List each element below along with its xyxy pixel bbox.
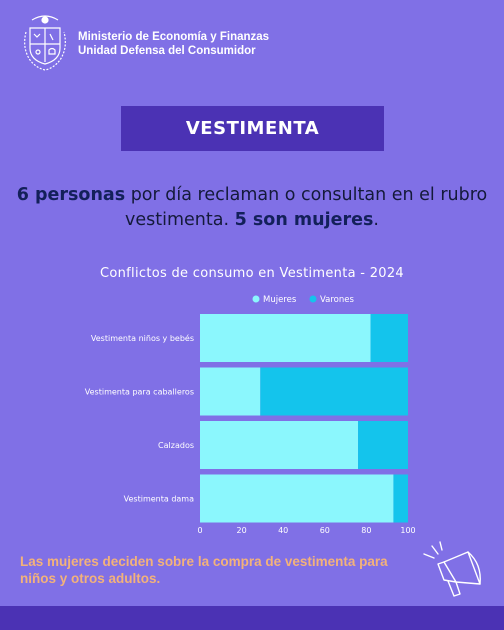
- bar-varones-3: [393, 474, 408, 523]
- footer-message: Las mujeres deciden sobre la compra de v…: [20, 554, 388, 586]
- bar-mujeres-2: [200, 421, 359, 469]
- bar-mujeres-3: [200, 474, 394, 523]
- headline-women: 5 son mujeres: [234, 210, 374, 230]
- coat-of-arms-icon: [24, 15, 66, 71]
- bar-mujeres-1: [200, 367, 261, 416]
- org-line-ministry: Ministerio de Economía y Finanzas: [78, 31, 270, 43]
- x-tick-label: 100: [400, 526, 415, 535]
- chart-title: Conflictos de consumo en Vestimenta - 20…: [100, 266, 404, 281]
- header: Ministerio de Economía y Finanzas Unidad…: [20, 12, 269, 76]
- category-label: Calzados: [158, 441, 194, 450]
- category-label: Vestimenta niños y bebés: [91, 333, 194, 343]
- bar-mujeres-0: [200, 314, 371, 362]
- x-tick-label: 40: [278, 526, 288, 535]
- x-tick-label: 80: [361, 526, 371, 535]
- bar-varones-1: [260, 367, 408, 416]
- legend-marker-varones: [309, 295, 317, 303]
- org-line-unit: Unidad Defensa del Consumidor: [78, 45, 256, 57]
- legend-label-mujeres: Mujeres: [263, 295, 297, 305]
- headline-period: .: [373, 210, 379, 230]
- x-tick-label: 0: [197, 526, 202, 535]
- category-label: Vestimenta para caballeros: [85, 388, 194, 397]
- organization-name: Ministerio de Economía y Finanzas Unidad…: [78, 30, 269, 58]
- bar-varones-0: [370, 314, 408, 362]
- legend-label-varones: Varones: [320, 295, 354, 305]
- megaphone-icon: [423, 541, 481, 597]
- headline-count: 6 personas: [16, 185, 126, 205]
- legend-marker-mujeres: [252, 295, 260, 303]
- bottom-bar: [0, 606, 504, 630]
- x-tick-label: 20: [237, 526, 247, 535]
- headline-text: por día reclaman o consultan en el rubro…: [125, 185, 488, 230]
- stacked-bar-chart: Mujeres Varones Vestimenta niños y bebés Ve…: [85, 295, 416, 535]
- section-title: VESTIMENTA: [121, 106, 384, 151]
- headline: 6 personas por día reclaman o consultan …: [0, 183, 504, 233]
- x-tick-label: 60: [320, 526, 330, 535]
- bar-varones-2: [358, 421, 408, 469]
- category-label: Vestimenta dama: [124, 495, 194, 504]
